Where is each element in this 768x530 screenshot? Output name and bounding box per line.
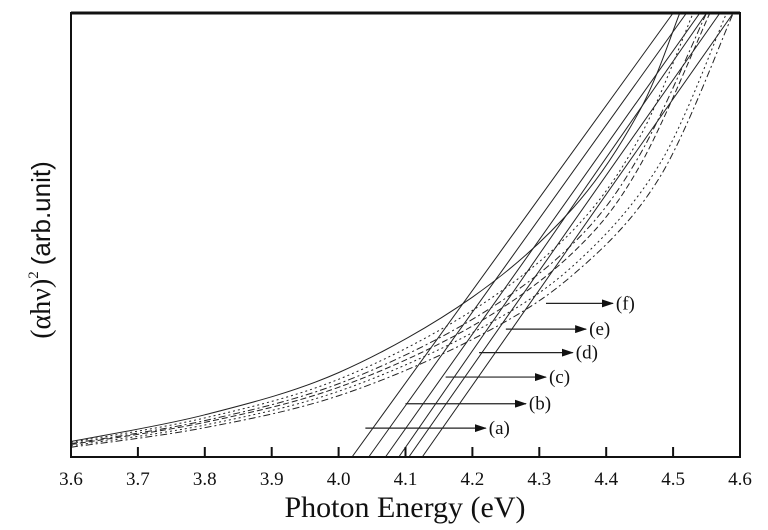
tangent-line-d <box>398 13 707 457</box>
tangent-line-c <box>385 13 701 457</box>
tangent-layer <box>351 13 734 457</box>
annotation-label-b: (b) <box>529 394 551 415</box>
series-layer <box>71 13 734 448</box>
y-axis-title-main: (αhν) <box>26 279 57 339</box>
x-axis-title: Photon Energy (eV) <box>284 491 525 524</box>
x-tick-label: 4.5 <box>661 469 685 490</box>
series-line-e <box>71 13 728 447</box>
tangent-line-b <box>368 13 687 457</box>
annotation-label-d: (d) <box>576 343 598 364</box>
y-axis-title-unit: (arb.unit) <box>26 161 56 265</box>
series-line-d <box>71 13 711 446</box>
y-axis-title: (αhν)2 (arb.unit) <box>26 161 57 339</box>
x-tick-label: 4.1 <box>394 469 418 490</box>
x-tick-label: 4.2 <box>461 469 485 490</box>
series-line-a <box>71 13 681 442</box>
x-tick-label: 3.9 <box>260 469 284 490</box>
tangent-line-f <box>421 13 734 457</box>
series-line-f <box>71 13 734 448</box>
annotation-label-e: (e) <box>589 319 610 340</box>
x-axis-ticks: 3.6 3.7 3.8 3.9 4.0 4.1 4.2 4.3 4.4 4.5 4.6 <box>59 447 752 490</box>
svg-text:(αhν)2(arb.unit): (αhν)2 (arb.unit) <box>26 161 57 339</box>
x-tick-label: 3.8 <box>193 469 217 490</box>
annotation-label-f: (f) <box>616 293 635 314</box>
series-line-b <box>71 13 694 443</box>
x-tick-label: 4.4 <box>594 469 618 490</box>
annotation-label-a: (a) <box>489 418 510 439</box>
plot-frame <box>70 12 741 458</box>
x-tick-label: 3.6 <box>59 469 83 490</box>
x-tick-label: 3.7 <box>126 469 150 490</box>
tangent-line-a <box>351 13 674 457</box>
series-line-c <box>71 13 708 445</box>
x-tick-label: 4.0 <box>327 469 351 490</box>
x-tick-label: 4.3 <box>527 469 551 490</box>
y-axis-title-superscript: 2 <box>26 271 42 279</box>
x-tick-label: 4.6 <box>728 469 752 490</box>
annotation-layer: (a) (b) (c) (d) (e) (f) <box>365 293 635 439</box>
tangent-line-e <box>408 13 721 457</box>
annotation-label-c: (c) <box>549 367 570 388</box>
